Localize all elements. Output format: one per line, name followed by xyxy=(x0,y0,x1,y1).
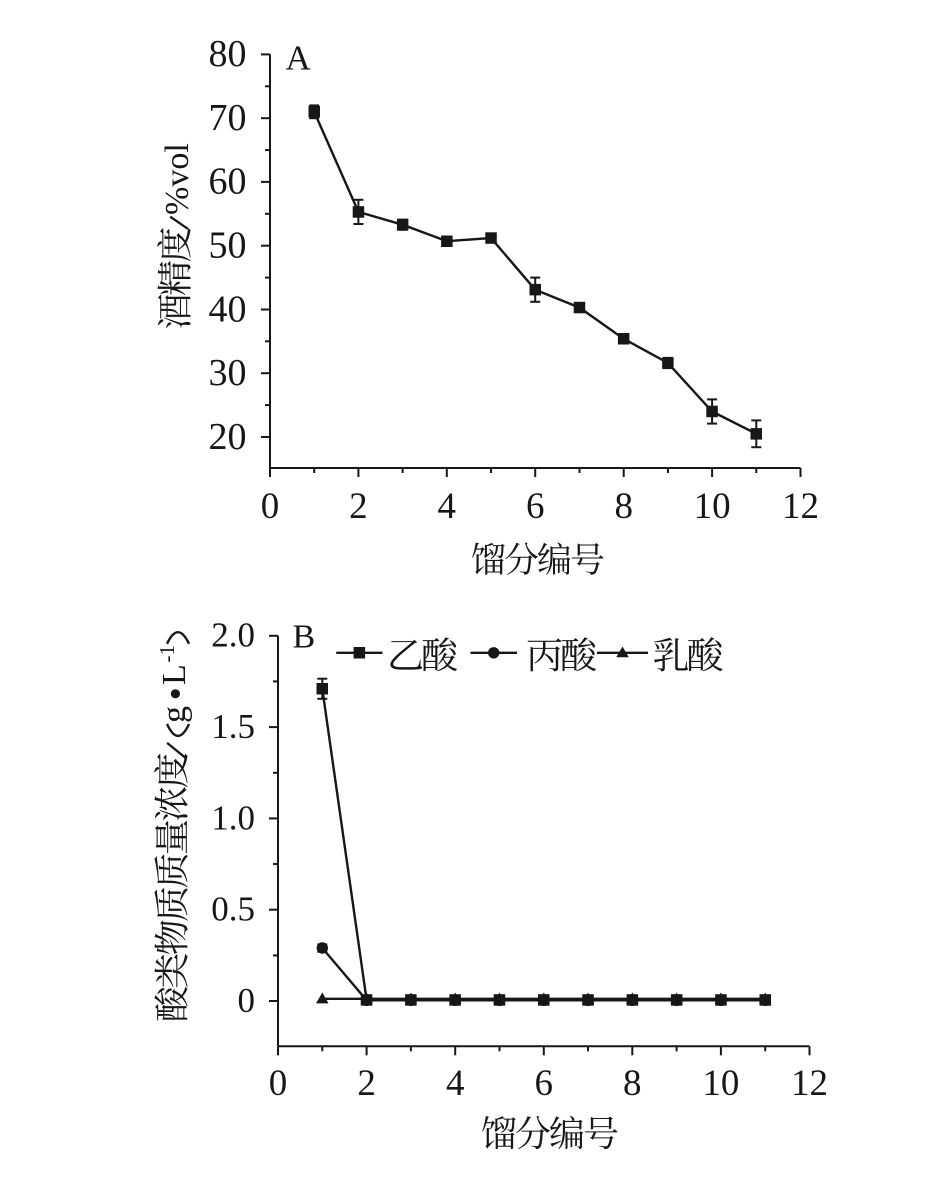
svg-text:20: 20 xyxy=(209,416,247,458)
svg-text:A: A xyxy=(286,39,312,78)
svg-text:12: 12 xyxy=(782,486,819,527)
svg-text:1.5: 1.5 xyxy=(211,707,255,746)
svg-text:2.0: 2.0 xyxy=(211,616,255,655)
svg-text:0: 0 xyxy=(238,981,256,1020)
svg-text:6: 6 xyxy=(535,1063,554,1104)
svg-text:60: 60 xyxy=(209,161,247,203)
svg-text:70: 70 xyxy=(209,97,247,139)
svg-text:0: 0 xyxy=(269,1063,288,1104)
svg-text:%vol: %vol xyxy=(159,143,196,215)
svg-text:-1: -1 xyxy=(155,645,179,663)
svg-text:g: g xyxy=(156,706,193,723)
svg-text:10: 10 xyxy=(702,1063,739,1104)
svg-text:1.0: 1.0 xyxy=(211,798,255,837)
svg-text:0.5: 0.5 xyxy=(211,890,255,929)
svg-text:6: 6 xyxy=(526,486,545,527)
svg-text:8: 8 xyxy=(623,1063,642,1104)
svg-text:12: 12 xyxy=(791,1063,828,1104)
svg-text:8: 8 xyxy=(614,486,633,527)
svg-text:50: 50 xyxy=(209,225,247,267)
svg-text:2: 2 xyxy=(349,486,368,527)
svg-text:40: 40 xyxy=(209,288,247,330)
svg-text:4: 4 xyxy=(438,486,457,527)
svg-text:2: 2 xyxy=(357,1063,376,1104)
svg-text:10: 10 xyxy=(694,486,731,527)
svg-text:B: B xyxy=(293,619,316,656)
svg-text:80: 80 xyxy=(209,33,247,75)
svg-text:30: 30 xyxy=(209,352,247,394)
svg-text:4: 4 xyxy=(446,1063,465,1104)
svg-text:0: 0 xyxy=(261,486,280,527)
svg-text:L: L xyxy=(156,664,193,685)
